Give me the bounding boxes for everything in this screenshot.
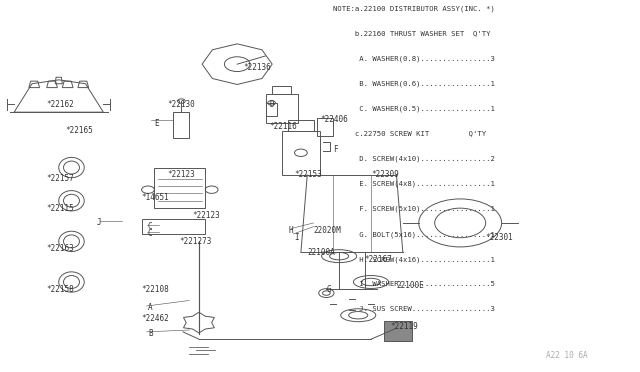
Text: 22100A: 22100A	[307, 248, 335, 257]
Text: *22115: *22115	[46, 203, 74, 213]
Bar	[384, 321, 412, 341]
Text: 22020M: 22020M	[314, 226, 341, 235]
Text: *22123: *22123	[167, 170, 195, 179]
Text: E. SCREW(4x8).................1: E. SCREW(4x8).................1	[333, 181, 495, 187]
Text: *14651: *14651	[141, 193, 170, 202]
Text: B: B	[148, 329, 152, 338]
Text: J. SUS SCREW..................3: J. SUS SCREW..................3	[333, 307, 495, 312]
Text: *22130: *22130	[167, 100, 195, 109]
Text: I: I	[294, 233, 299, 242]
Text: F. SCREW(5x10)................1: F. SCREW(5x10)................1	[333, 206, 495, 212]
Text: *22108: *22108	[141, 285, 170, 294]
Text: *22158: *22158	[46, 285, 74, 294]
Bar	[266, 103, 277, 116]
Text: B. WASHER(0.6)................1: B. WASHER(0.6)................1	[333, 80, 495, 87]
Text: c.22750 SCREW KIT         Q'TY: c.22750 SCREW KIT Q'TY	[333, 131, 486, 137]
Text: *22309: *22309	[371, 170, 399, 179]
Text: *22162: *22162	[46, 100, 74, 109]
Text: *22163: *22163	[46, 244, 74, 253]
Text: *22165: *22165	[65, 126, 93, 135]
Text: D: D	[269, 100, 274, 109]
Text: *22116: *22116	[269, 122, 297, 131]
Text: *22136: *22136	[244, 63, 271, 72]
Text: *22301: *22301	[486, 233, 513, 242]
Text: *22167: *22167	[365, 255, 392, 264]
Text: A. WASHER(0.8)................3: A. WASHER(0.8)................3	[333, 55, 495, 62]
Text: G: G	[326, 285, 331, 294]
Text: *22123: *22123	[193, 211, 220, 220]
Text: *22119: *22119	[390, 322, 418, 331]
Text: H. SCREW(4x16)................1: H. SCREW(4x16)................1	[333, 256, 495, 263]
Text: I. WASHER.....................5: I. WASHER.....................5	[333, 281, 495, 287]
Text: NOTE:a.22100 DISTRIBUTOR ASSY(INC. *): NOTE:a.22100 DISTRIBUTOR ASSY(INC. *)	[333, 5, 495, 12]
Text: H: H	[288, 226, 292, 235]
Bar	[173, 112, 189, 138]
Text: A: A	[148, 303, 152, 312]
Text: E: E	[154, 119, 159, 128]
Text: *22406: *22406	[320, 115, 348, 124]
Text: G. BOLT(5x16).................1: G. BOLT(5x16).................1	[333, 231, 495, 238]
Text: F: F	[333, 145, 337, 154]
Text: b.22160 THRUST WASHER SET  Q'TY: b.22160 THRUST WASHER SET Q'TY	[333, 30, 490, 36]
Bar	[288, 119, 314, 131]
Text: A22 10 6A: A22 10 6A	[546, 350, 588, 359]
Bar	[282, 131, 320, 175]
Text: *22153: *22153	[294, 170, 323, 179]
Bar	[141, 219, 205, 234]
Text: C: C	[148, 230, 152, 238]
Text: C. WASHER(0.5)................1: C. WASHER(0.5)................1	[333, 106, 495, 112]
Text: C: C	[148, 222, 152, 231]
Bar	[317, 118, 333, 136]
Text: J: J	[97, 218, 102, 227]
Text: D. SCREW(4x10)................2: D. SCREW(4x10)................2	[333, 156, 495, 162]
Text: *22462: *22462	[141, 314, 170, 323]
Bar	[272, 86, 291, 94]
Text: *221273: *221273	[180, 237, 212, 246]
Bar	[266, 94, 298, 123]
Text: 22100E: 22100E	[396, 281, 424, 290]
Text: *22157: *22157	[46, 174, 74, 183]
